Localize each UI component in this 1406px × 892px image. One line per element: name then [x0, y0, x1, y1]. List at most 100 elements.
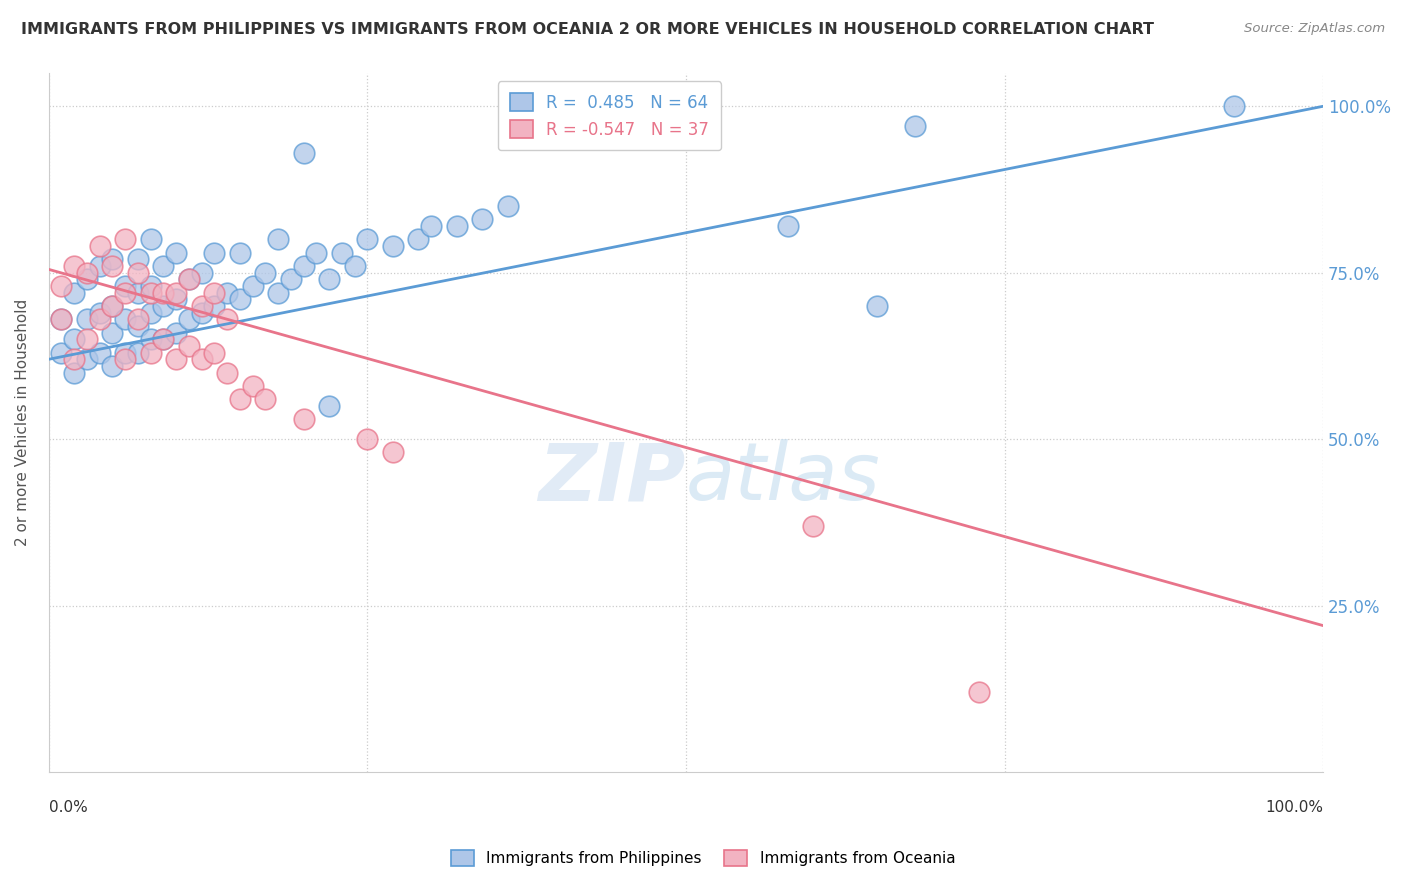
Point [127, 312, 149, 326]
Point [776, 219, 799, 233]
Text: atlas: atlas [686, 440, 880, 517]
Point [217, 366, 239, 380]
Point [165, 245, 187, 260]
Point [1223, 99, 1246, 113]
Point [101, 299, 124, 313]
Point [356, 432, 378, 446]
Point [496, 199, 519, 213]
Point [89, 306, 111, 320]
Text: 0.0%: 0.0% [49, 800, 87, 815]
Point [76, 352, 98, 367]
Point [152, 332, 174, 346]
Point [967, 685, 990, 699]
Point [254, 266, 277, 280]
Point [63, 259, 86, 273]
Point [139, 306, 162, 320]
Legend: R =  0.485   N = 64, R = -0.547   N = 37: R = 0.485 N = 64, R = -0.547 N = 37 [498, 81, 721, 151]
Point [76, 312, 98, 326]
Point [152, 299, 174, 313]
Point [408, 232, 430, 246]
Point [190, 266, 212, 280]
Point [101, 359, 124, 373]
Point [114, 312, 136, 326]
Point [114, 279, 136, 293]
Point [89, 345, 111, 359]
Point [101, 299, 124, 313]
Point [101, 259, 124, 273]
Point [318, 272, 340, 286]
Point [165, 285, 187, 300]
Point [229, 392, 252, 407]
Point [139, 285, 162, 300]
Point [51, 312, 73, 326]
Point [204, 245, 226, 260]
Point [139, 345, 162, 359]
Point [127, 266, 149, 280]
Point [471, 212, 494, 227]
Point [254, 392, 277, 407]
Point [305, 245, 328, 260]
Legend: Immigrants from Philippines, Immigrants from Oceania: Immigrants from Philippines, Immigrants … [441, 841, 965, 875]
Point [177, 339, 200, 353]
Point [280, 272, 302, 286]
Point [101, 326, 124, 340]
Point [114, 232, 136, 246]
Point [446, 219, 468, 233]
Point [356, 232, 378, 246]
Point [242, 279, 264, 293]
Point [63, 352, 86, 367]
Point [76, 266, 98, 280]
Point [292, 145, 315, 160]
Point [152, 285, 174, 300]
Point [904, 120, 927, 134]
Point [127, 285, 149, 300]
Point [114, 285, 136, 300]
Point [204, 345, 226, 359]
Point [139, 332, 162, 346]
Point [139, 279, 162, 293]
Point [803, 518, 825, 533]
Point [190, 299, 212, 313]
Point [51, 279, 73, 293]
Point [177, 272, 200, 286]
Point [292, 259, 315, 273]
Point [89, 239, 111, 253]
Point [165, 326, 187, 340]
Point [127, 318, 149, 333]
Point [177, 272, 200, 286]
Y-axis label: 2 or more Vehicles in Household: 2 or more Vehicles in Household [15, 299, 30, 546]
Point [229, 245, 252, 260]
Point [152, 332, 174, 346]
Point [217, 285, 239, 300]
Point [420, 219, 443, 233]
Point [292, 412, 315, 426]
Point [866, 299, 889, 313]
Point [114, 345, 136, 359]
Point [229, 293, 252, 307]
Point [330, 245, 353, 260]
Point [381, 239, 404, 253]
Point [242, 379, 264, 393]
Text: IMMIGRANTS FROM PHILIPPINES VS IMMIGRANTS FROM OCEANIA 2 OR MORE VEHICLES IN HOU: IMMIGRANTS FROM PHILIPPINES VS IMMIGRANT… [21, 22, 1154, 37]
Point [63, 285, 86, 300]
Point [89, 259, 111, 273]
Point [127, 252, 149, 267]
Point [204, 299, 226, 313]
Point [51, 312, 73, 326]
Point [267, 232, 290, 246]
Point [177, 312, 200, 326]
Point [165, 293, 187, 307]
Text: ZIP: ZIP [538, 440, 686, 517]
Point [127, 345, 149, 359]
Point [152, 259, 174, 273]
Point [63, 332, 86, 346]
Point [318, 399, 340, 413]
Point [204, 285, 226, 300]
Point [51, 345, 73, 359]
Point [139, 232, 162, 246]
Point [381, 445, 404, 459]
Point [114, 352, 136, 367]
Point [190, 306, 212, 320]
Point [76, 272, 98, 286]
Point [267, 285, 290, 300]
